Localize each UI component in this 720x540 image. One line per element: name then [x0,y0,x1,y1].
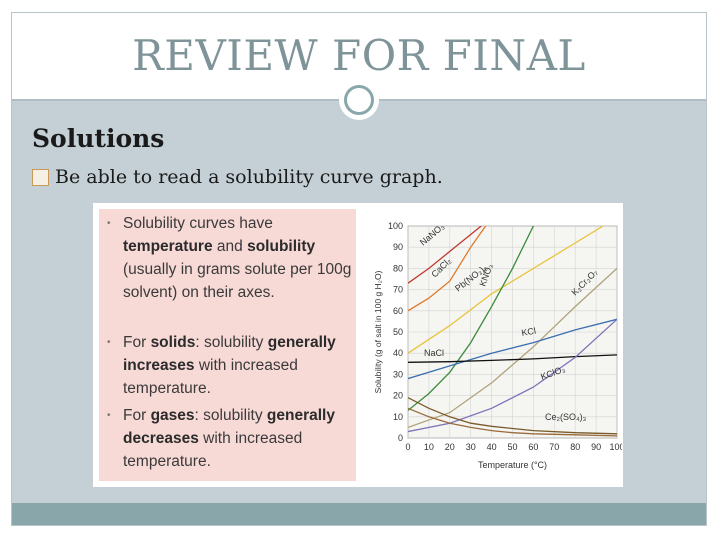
series-line [408,226,487,312]
x-axis-label: Temperature (°C) [478,460,547,470]
y-tick-label: 0 [398,433,403,443]
x-tick-label: 40 [487,442,497,452]
bullet-dot: • [107,218,111,229]
y-tick-label: 80 [393,263,403,273]
series-label: Ce₂(SO₄)₃ [545,412,587,422]
x-tick-label: 20 [445,442,455,452]
y-tick-label: 20 [393,391,403,401]
series-line [408,267,617,429]
series-line [408,397,617,435]
y-tick-label: 40 [393,348,403,358]
notes-textbox: • Solubility curves have temperature and … [99,209,356,481]
y-tick-label: 10 [393,412,403,422]
solubility-chart: 0 10 20 30 40 50 60 70 80 90 100 0 10 20 30 40 50 60 70 80 9… [373,221,622,470]
slide-frame [11,12,707,526]
y-tick-label: 30 [393,369,403,379]
series-label: NaCl [424,348,444,358]
x-tick-label: 90 [591,442,601,452]
y-tick-label: 100 [388,221,403,231]
series-line [408,318,617,380]
x-tick-label: 10 [424,442,434,452]
slide-title: REVIEW FOR FINAL [132,31,586,80]
bullet-text: Be able to read a solubility curve graph… [55,166,443,188]
y-tick-label: 50 [393,327,403,337]
series-line [408,226,535,411]
bullet-text: For solids: solubility generally increas… [123,334,336,397]
x-tick-label: 30 [466,442,476,452]
x-tick-label: 70 [549,442,559,452]
x-tick-label: 80 [570,442,580,452]
bullet-dot: • [107,337,111,348]
y-tick-label: 60 [393,306,403,316]
bullet-text: Solubility curves have temperature and s… [123,215,352,301]
checkbox-icon [32,168,49,186]
x-tick-label: 50 [507,442,517,452]
x-tick-label: 60 [528,442,538,452]
series-line [408,354,617,363]
bullet-text: For gases: solubility generally decrease… [123,407,335,470]
ring-icon [339,80,379,120]
bullet-dot: • [107,410,111,421]
series-line [408,318,617,433]
bullet-item: Be able to read a solubility curve graph… [32,166,443,188]
y-tick-label: 70 [393,285,403,295]
section-heading: Solutions [32,124,165,153]
series-line [408,226,483,284]
x-tick-label: 0 [405,442,410,452]
x-tick-label: 100 [609,442,622,452]
series-line [408,407,617,437]
footer-bar [12,503,706,525]
series-label: KCl [521,326,537,338]
y-tick-label: 90 [393,242,403,252]
series-line [408,226,605,354]
y-axis-label: Solubility (g of salt in 100 g H₂O) [373,270,383,393]
